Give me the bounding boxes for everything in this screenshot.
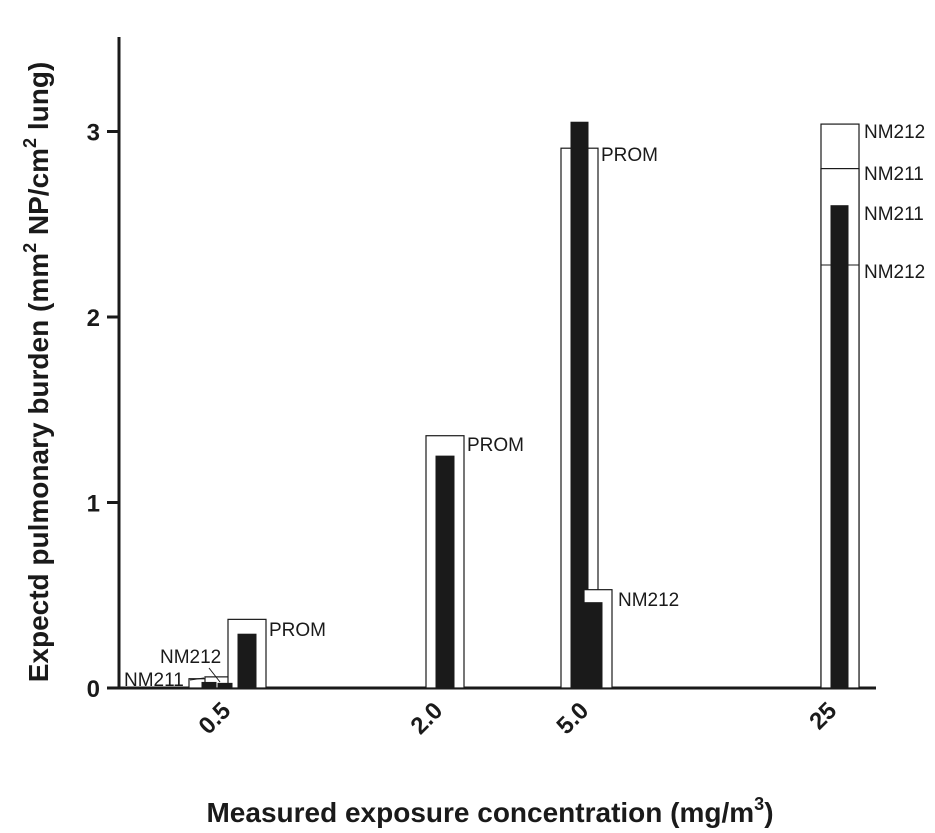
- y-tick-label: 1: [87, 491, 100, 518]
- filled-bar-nm212-0.5: [217, 682, 233, 689]
- annotation-nm211-25-filled: NM211: [864, 204, 924, 225]
- bars: [188, 121, 860, 689]
- y-tick-label: 0: [87, 676, 100, 703]
- x-tick-label: 25: [804, 697, 842, 735]
- annotation-prom-2.0: PROM: [467, 435, 524, 456]
- filled-bar-prom-0.5: [237, 633, 257, 689]
- bar-annotations: NM211NM212PROMPROMPROMNM212NM212NM211NM2…: [124, 122, 925, 691]
- x-tick-label: 0.5: [194, 697, 237, 740]
- y-tick-label: 3: [87, 120, 100, 147]
- filled-bar-prom-2.0: [435, 455, 455, 689]
- leader-line: [208, 667, 221, 683]
- leader-line: [189, 677, 205, 681]
- x-tick-label: 5.0: [552, 697, 595, 740]
- annotation-nm212-25-top: NM212: [864, 122, 925, 143]
- x-tick-label: 2.0: [406, 697, 449, 740]
- filled-bar-nm211-0.5: [201, 681, 217, 689]
- filled-bar-nm212-5.0: [583, 602, 603, 689]
- annotation-nm211-25-open: NM211: [864, 164, 924, 185]
- annotation-nm212-5.0: NM212: [618, 590, 679, 611]
- annotation-prom-0.5: PROM: [269, 620, 326, 641]
- annotation-nm211-0.5: NM211: [124, 670, 184, 691]
- annotation-nm212-25-filled: NM212: [864, 262, 925, 283]
- x-axis-title: Measured exposure concentration (mg/m3): [206, 794, 773, 828]
- y-tick-label: 2: [87, 305, 100, 332]
- filled-bar-nm211-25: [830, 205, 849, 689]
- annotation-nm212-0.5: NM212: [160, 647, 221, 668]
- y-axis-title: Expectd pulmonary burden (mm2 NP/cm2 lun…: [20, 62, 54, 683]
- filled-bar-prom-5.0: [570, 121, 589, 689]
- annotation-prom-5.0: PROM: [601, 145, 658, 166]
- x-ticks: 0.5 2.0 5.0 25: [194, 697, 843, 740]
- y-ticks: 0 1 2 3: [87, 120, 119, 703]
